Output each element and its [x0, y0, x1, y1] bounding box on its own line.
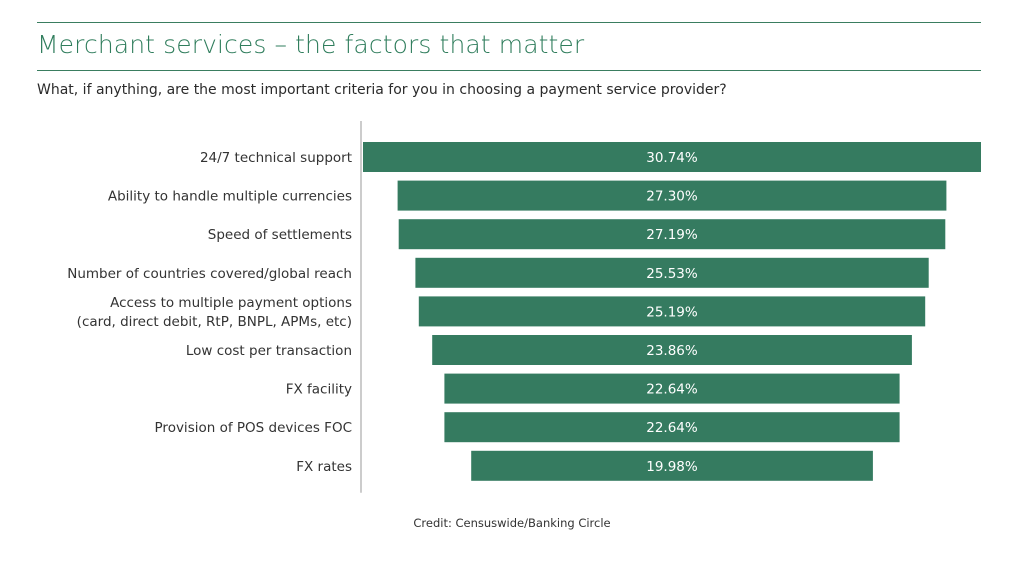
bar [398, 219, 946, 250]
data-label: 30.74% [646, 150, 698, 166]
data-label: 25.19% [646, 304, 698, 320]
category-label: Provision of POS devices FOC [155, 420, 352, 436]
bar [363, 142, 981, 172]
category-label: 24/7 technical support [200, 150, 352, 166]
data-label: 27.30% [646, 189, 698, 205]
credit-text: Credit: Censuswide/Banking Circle [413, 516, 611, 530]
category-label: Number of countries covered/global reach [67, 266, 352, 282]
category-label: (card, direct debit, RtP, BNPL, APMs, et… [77, 314, 352, 330]
bar [415, 257, 929, 288]
data-label: 19.98% [646, 459, 698, 475]
title-rule [37, 70, 981, 71]
bar [418, 296, 926, 327]
page-title: Merchant services – the factors that mat… [37, 30, 585, 59]
bar [444, 412, 900, 443]
data-label: 23.86% [646, 343, 698, 359]
category-label: Low cost per transaction [186, 343, 352, 359]
category-label: Access to multiple payment options [110, 295, 352, 311]
category-label: Ability to handle multiple currencies [108, 189, 352, 205]
data-label: 22.64% [646, 382, 698, 398]
bar [397, 180, 947, 211]
category-label: FX rates [296, 459, 352, 475]
data-label: 25.53% [646, 266, 698, 282]
bar [471, 450, 873, 481]
data-label: 22.64% [646, 420, 698, 436]
bar [432, 335, 912, 365]
bar [444, 373, 900, 404]
data-label: 27.19% [646, 227, 698, 243]
top-rule [37, 22, 981, 23]
category-label: Speed of settlements [208, 227, 352, 243]
chart-subtitle: What, if anything, are the most importan… [37, 82, 727, 98]
category-label: FX facility [286, 382, 352, 398]
